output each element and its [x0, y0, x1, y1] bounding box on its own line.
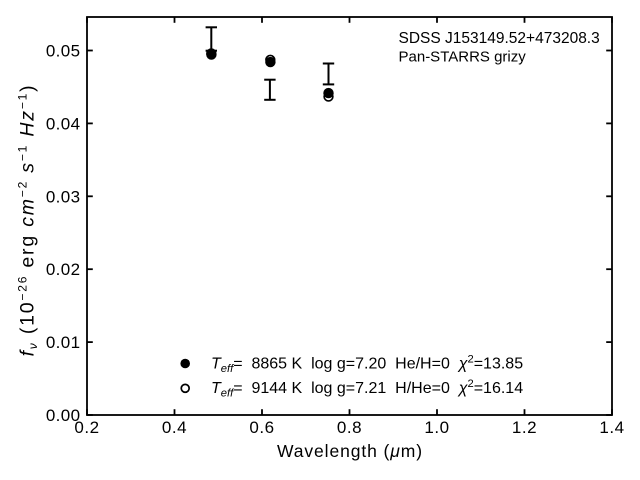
- svg-text:0.00: 0.00: [46, 406, 81, 425]
- svg-text:0.04: 0.04: [46, 114, 81, 133]
- svg-text:0.2: 0.2: [74, 418, 99, 437]
- svg-text:0.01: 0.01: [46, 333, 81, 352]
- svg-text:0.03: 0.03: [46, 187, 81, 206]
- svg-text:0.4: 0.4: [162, 418, 187, 437]
- svg-text:Teff= 8865 K log g=7.20 He/: Teff= 8865 K log g=7.20 He/H=0 χ2=13.85: [211, 353, 523, 374]
- svg-text:0.05: 0.05: [46, 42, 81, 61]
- svg-text:Wavelength (μm): Wavelength (μm): [277, 441, 423, 461]
- svg-text:1.4: 1.4: [599, 418, 624, 437]
- svg-text:Teff= 9144 K log g=7.21 H/H: Teff= 9144 K log g=7.21 H/He=0 χ2=16.14: [211, 378, 523, 399]
- svg-text:0.8: 0.8: [337, 418, 362, 437]
- svg-text:0.6: 0.6: [249, 418, 274, 437]
- svg-text:1.0: 1.0: [424, 418, 449, 437]
- svg-text:0.02: 0.02: [46, 260, 81, 279]
- svg-text:Pan-STARRS grizy: Pan-STARRS grizy: [399, 48, 527, 65]
- svg-text:1.2: 1.2: [512, 418, 537, 437]
- svg-text:fν (10−26 erg cm−2 s−1 Hz−1): fν (10−26 erg cm−2 s−1 Hz−1): [16, 84, 40, 357]
- svg-text:SDSS J153149.52+473208.3: SDSS J153149.52+473208.3: [399, 30, 600, 47]
